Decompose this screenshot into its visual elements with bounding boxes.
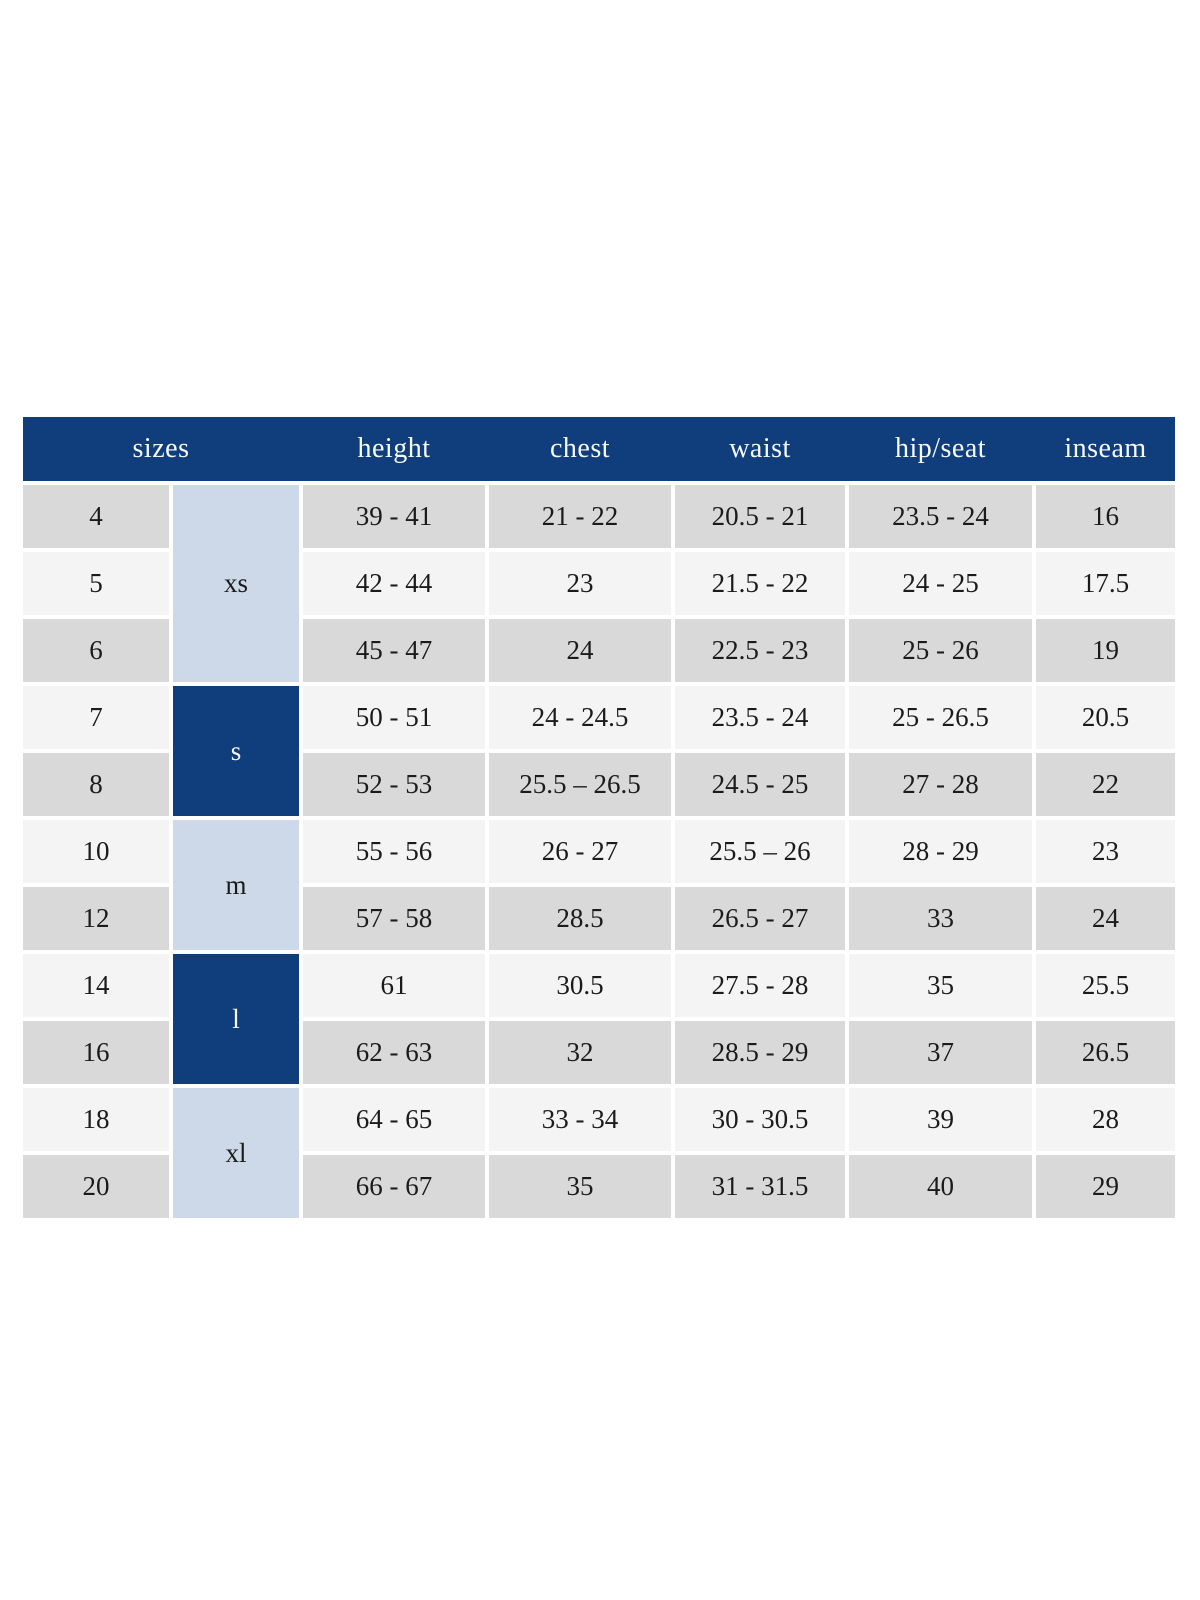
size-cell: 5: [23, 552, 169, 615]
header-chest: chest: [549, 433, 611, 464]
height-cell: 57 - 58: [303, 887, 485, 950]
waist-cell: 26.5 - 27: [675, 887, 845, 950]
waist-cell: 25.5 – 26: [675, 820, 845, 883]
group-cell-m: m: [173, 820, 299, 950]
size-cell: 7: [23, 686, 169, 749]
size-cell: 12: [23, 887, 169, 950]
size-cell: 4: [23, 485, 169, 548]
hip-seat-cell: 35: [849, 954, 1032, 1017]
inseam-cell: 22: [1036, 753, 1175, 816]
chest-cell: 24 - 24.5: [489, 686, 671, 749]
hip-seat-cell: 27 - 28: [849, 753, 1032, 816]
chest-cell: 23: [489, 552, 671, 615]
chest-cell: 26 - 27: [489, 820, 671, 883]
height-cell: 55 - 56: [303, 820, 485, 883]
hip-seat-cell: 25 - 26: [849, 619, 1032, 682]
height-cell: 64 - 65: [303, 1088, 485, 1151]
height-cell: 39 - 41: [303, 485, 485, 548]
hip-seat-cell: 37: [849, 1021, 1032, 1084]
size-cell: 20: [23, 1155, 169, 1218]
height-cell: 66 - 67: [303, 1155, 485, 1218]
chest-cell: 28.5: [489, 887, 671, 950]
size-chart-table: sizes height chest waist hip/seat inseam…: [23, 417, 1175, 1218]
header-height: height: [357, 433, 431, 464]
inseam-cell: 24: [1036, 887, 1175, 950]
inseam-cell: 29: [1036, 1155, 1175, 1218]
height-cell: 52 - 53: [303, 753, 485, 816]
group-cell-xs: xs: [173, 485, 299, 682]
header-inseam: inseam: [1064, 433, 1147, 464]
chest-cell: 30.5: [489, 954, 671, 1017]
height-cell: 50 - 51: [303, 686, 485, 749]
hip-seat-cell: 33: [849, 887, 1032, 950]
inseam-cell: 19: [1036, 619, 1175, 682]
inseam-cell: 25.5: [1036, 954, 1175, 1017]
header-hip-seat: hip/seat: [894, 433, 987, 464]
inseam-cell: 26.5: [1036, 1021, 1175, 1084]
inseam-cell: 23: [1036, 820, 1175, 883]
hip-seat-cell: 40: [849, 1155, 1032, 1218]
height-cell: 61: [303, 954, 485, 1017]
chest-cell: 21 - 22: [489, 485, 671, 548]
hip-seat-cell: 25 - 26.5: [849, 686, 1032, 749]
waist-cell: 24.5 - 25: [675, 753, 845, 816]
chest-cell: 32: [489, 1021, 671, 1084]
size-cell: 6: [23, 619, 169, 682]
waist-cell: 30 - 30.5: [675, 1088, 845, 1151]
size-cell: 16: [23, 1021, 169, 1084]
group-cell-l: l: [173, 954, 299, 1084]
waist-cell: 20.5 - 21: [675, 485, 845, 548]
waist-cell: 28.5 - 29: [675, 1021, 845, 1084]
waist-cell: 31 - 31.5: [675, 1155, 845, 1218]
hip-seat-cell: 23.5 - 24: [849, 485, 1032, 548]
chest-cell: 25.5 – 26.5: [489, 753, 671, 816]
chest-cell: 35: [489, 1155, 671, 1218]
table-header-row: sizes height chest waist hip/seat inseam: [23, 417, 1175, 481]
inseam-cell: 28: [1036, 1088, 1175, 1151]
inseam-cell: 20.5: [1036, 686, 1175, 749]
hip-seat-cell: 28 - 29: [849, 820, 1032, 883]
waist-cell: 27.5 - 28: [675, 954, 845, 1017]
size-cell: 18: [23, 1088, 169, 1151]
table-body: xs s m l xl 4 39 - 41 21 - 22 20.5 - 21 …: [23, 485, 1175, 1218]
size-cell: 10: [23, 820, 169, 883]
height-cell: 45 - 47: [303, 619, 485, 682]
size-cell: 8: [23, 753, 169, 816]
header-waist: waist: [729, 433, 791, 464]
inseam-cell: 17.5: [1036, 552, 1175, 615]
group-cell-s: s: [173, 686, 299, 816]
waist-cell: 23.5 - 24: [675, 686, 845, 749]
height-cell: 42 - 44: [303, 552, 485, 615]
hip-seat-cell: 24 - 25: [849, 552, 1032, 615]
waist-cell: 21.5 - 22: [675, 552, 845, 615]
chest-cell: 33 - 34: [489, 1088, 671, 1151]
hip-seat-cell: 39: [849, 1088, 1032, 1151]
chest-cell: 24: [489, 619, 671, 682]
waist-cell: 22.5 - 23: [675, 619, 845, 682]
header-sizes: sizes: [132, 433, 190, 464]
group-cell-xl: xl: [173, 1088, 299, 1218]
inseam-cell: 16: [1036, 485, 1175, 548]
size-cell: 14: [23, 954, 169, 1017]
height-cell: 62 - 63: [303, 1021, 485, 1084]
